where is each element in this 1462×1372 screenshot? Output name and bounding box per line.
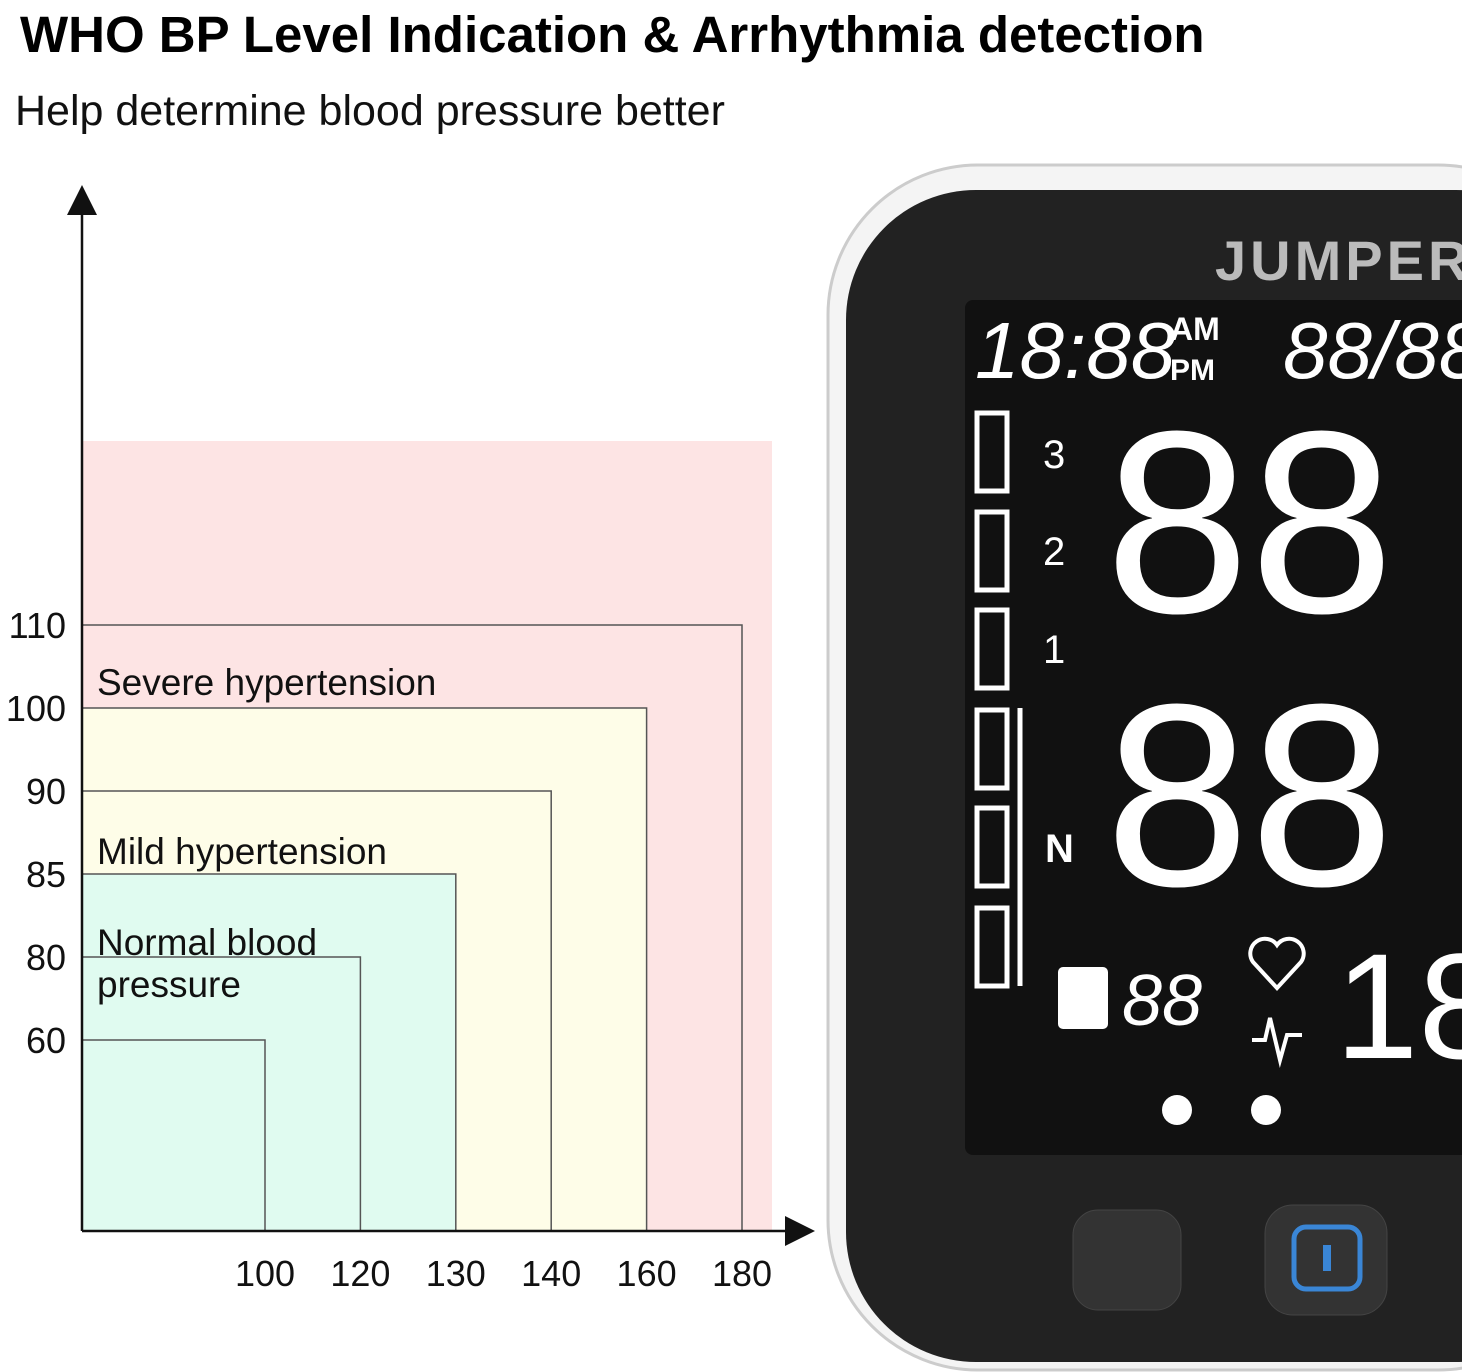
- title: WHO BP Level Indication & Arrhythmia det…: [20, 6, 1205, 63]
- level-box: [82, 956, 362, 1231]
- pulse: 18: [1335, 922, 1462, 1090]
- x-tick-label: 100: [235, 1253, 295, 1294]
- level-box: [82, 707, 648, 1231]
- time: 18:88: [975, 306, 1176, 395]
- level-bar: [974, 707, 1010, 791]
- y-tick-label: 85: [26, 854, 66, 895]
- am: AM: [1170, 311, 1220, 347]
- level-bar: [974, 607, 1010, 691]
- brand: JUMPER: [1215, 229, 1462, 292]
- level-bar: [974, 905, 1010, 989]
- level-bar: [974, 805, 1010, 889]
- zone: [82, 874, 456, 1231]
- level-box: [82, 1039, 266, 1231]
- heart-icon: [1248, 936, 1306, 991]
- pulse-icon: [1252, 1017, 1302, 1068]
- y-tick-label: 100: [6, 688, 66, 729]
- pm: PM: [1170, 354, 1215, 387]
- screen: [965, 300, 1462, 1155]
- y-tick-label: 110: [9, 605, 66, 646]
- systolic: 88: [1105, 378, 1394, 668]
- memory-icon: [1058, 967, 1108, 1029]
- diastolic: 88: [1105, 651, 1394, 941]
- level-box: [82, 790, 552, 1231]
- date: 88/88: [1283, 306, 1462, 395]
- user-icon: [1162, 1095, 1192, 1125]
- level-box: [82, 624, 743, 1231]
- level: 2: [1043, 530, 1065, 574]
- memory: 88: [1122, 961, 1202, 1041]
- level-bar: [974, 509, 1010, 593]
- subtitle: Help determine blood pressure better: [15, 87, 725, 135]
- x-tick-label: 140: [521, 1253, 581, 1294]
- level-bar: [974, 410, 1010, 494]
- x-tick-label: 120: [330, 1253, 390, 1294]
- y-tick-label: 60: [26, 1020, 66, 1061]
- power-ring: [1291, 1224, 1363, 1292]
- axes: [67, 185, 815, 1246]
- level: N: [1045, 827, 1074, 871]
- zone-label: Mild hypertension: [97, 831, 387, 872]
- zone-label: Severe hypertension: [97, 662, 437, 703]
- level: 1: [1043, 628, 1065, 672]
- x-tick-label: 130: [426, 1253, 486, 1294]
- device: JUMPER 18:88 AM PM 88/88 3 2 1 N 88 88 8…: [826, 163, 1462, 1372]
- zone-label: Normal blood pressure: [97, 922, 318, 1005]
- y-tick-label: 90: [26, 771, 66, 812]
- level: 3: [1043, 433, 1065, 477]
- user-icon: [1251, 1095, 1281, 1125]
- x-tick-label: 160: [617, 1253, 677, 1294]
- level-box: [82, 873, 457, 1231]
- plot: 100 120 130 140 160 180 60 80 85 90 100 110: [6, 441, 772, 1294]
- x-tick-label: 180: [712, 1253, 772, 1294]
- user-button[interactable]: [1072, 1209, 1182, 1311]
- y-tick-label: 80: [26, 937, 66, 978]
- power-symbol: [1323, 1245, 1331, 1271]
